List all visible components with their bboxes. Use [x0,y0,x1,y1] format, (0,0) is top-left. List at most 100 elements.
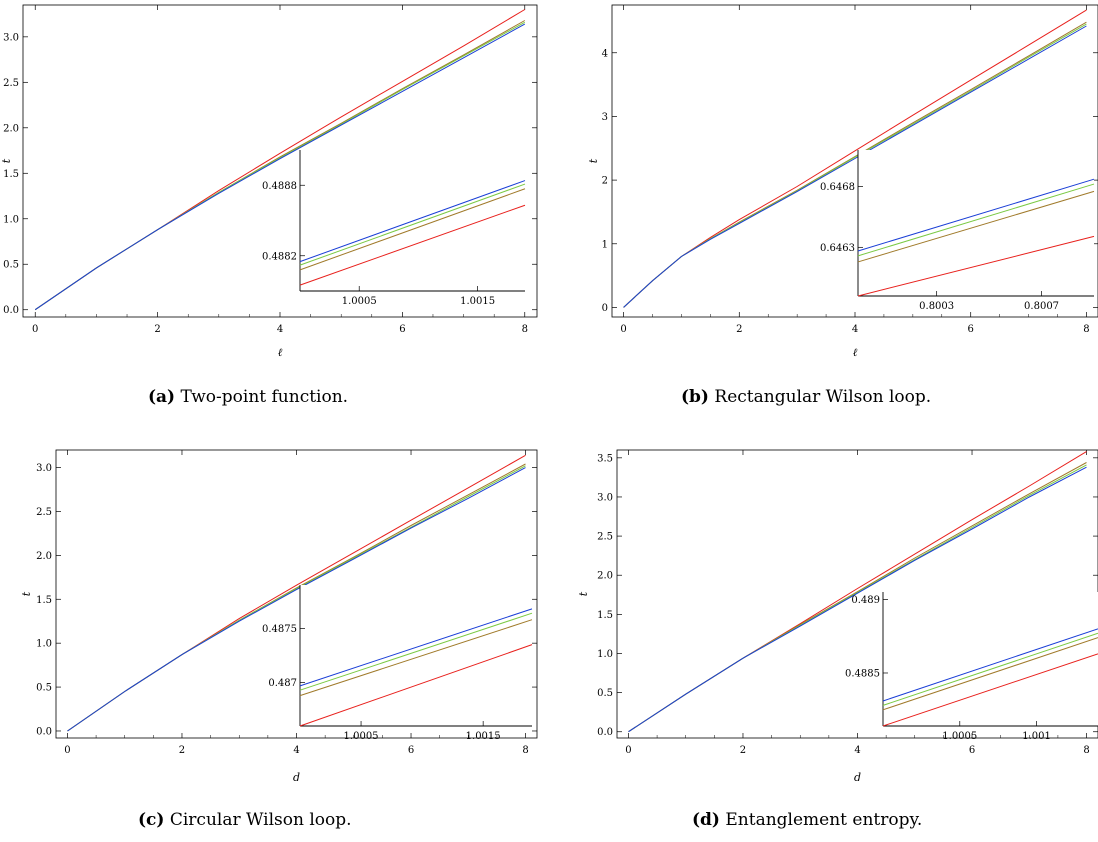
x-tick-label: 4 [854,745,860,756]
inset-series-line-2 [882,632,1098,706]
inset-series-line-2 [299,183,526,266]
chart-panel-1: 0 2 4 6 8 0 1 2 3 4 ℓ t 0.6463 0.6468 0.8003 0.8007 [587,4,1098,359]
x-tick-label: 6 [399,324,405,335]
caption-d-text: Entanglement entropy. [725,810,923,830]
inset-x-tick-label: 1.0005 [342,296,377,307]
inset-x-tick-label: 1.001 [1022,731,1051,742]
y-tick-label: 1.0 [36,639,52,650]
y-axis-label: t [20,591,33,596]
inset-x-tick-label: 1.0005 [344,731,379,742]
inset-x-tick-label: 1.0015 [460,296,495,307]
inset-plot: 0.4885 0.489 1.0005 1.001 [845,592,1098,742]
caption-b: (b) Rectangular Wilson loop. [681,387,931,407]
inset-plot: 0.6463 0.6468 0.8003 0.8007 [820,150,1095,312]
caption-a-tag: (a) [148,387,176,407]
y-tick-label: 2.0 [3,123,19,134]
caption-c-text: Circular Wilson loop. [169,810,352,830]
inset-series-line-0 [299,204,526,286]
series-line-3 [623,25,1087,308]
caption-b-text: Rectangular Wilson loop. [714,387,932,407]
y-tick-label: 2.5 [36,507,52,518]
inset-x-tick-label: 0.8003 [919,301,954,312]
series-line-3 [34,23,526,311]
y-tick-label: 0.5 [597,688,613,699]
caption-d-tag: (d) [692,810,720,830]
inset-y-tick-label: 0.487 [268,678,297,689]
y-tick-label: 1.5 [597,610,613,621]
inset-y-tick-label: 0.4885 [845,668,880,679]
chart-panel-3: 0 2 4 6 80.00.51.01.52.02.53.03.5dt0.48850.4… [577,449,1098,784]
x-tick-label: 0 [64,745,70,756]
y-axis-label: t [577,591,590,596]
y-tick-label: 1.5 [3,169,19,180]
y-tick-label: 2.5 [3,78,19,89]
y-axis-label: t [587,158,600,163]
y-tick-label: 3.0 [36,463,52,474]
inset-x-tick-label: 1.0005 [942,731,977,742]
y-tick-label: 2.5 [597,532,613,543]
inset-series-line-2 [299,612,533,691]
x-tick-label: 2 [740,745,746,756]
y-tick-label: 0 [602,303,608,314]
x-tick-label: 8 [1083,745,1089,756]
inset-background [858,150,1094,296]
x-axis-label: ℓ [853,346,858,359]
inset-background [300,150,525,291]
y-tick-label: 3.0 [3,32,19,43]
inset-x-tick-label: 1.0015 [466,731,501,742]
series-line-3 [628,466,1087,733]
y-tick-label: 3 [602,112,608,123]
y-tick-label: 2.0 [36,551,52,562]
y-tick-label: 0.0 [597,727,613,738]
inset-series-line-0 [882,653,1098,727]
x-tick-label: 4 [852,324,858,335]
inset-series-line-1 [299,619,533,697]
caption-a-text: Two-point function. [180,387,349,407]
inset-series-line-3 [299,608,533,687]
y-tick-label: 3.5 [597,453,613,464]
y-tick-label: 1.5 [36,595,52,606]
inset-series-line-2 [857,183,1095,257]
inset-series-line-3 [299,180,526,263]
inset-plot: 0.487 0.4875 1.0005 1.0015 [262,585,533,742]
x-tick-label: 8 [522,324,528,335]
inset-y-tick-label: 0.6463 [820,243,855,254]
y-tick-label: 0.5 [3,260,19,271]
caption-c: (c) Circular Wilson loop. [138,810,352,830]
x-tick-label: 0 [620,324,626,335]
inset-plot: 0.4882 0.4888 1.0005 1.0015 [262,150,526,307]
inset-background [300,585,532,726]
inset-background [883,592,1098,726]
chart-panel-2: 0 2 4 6 8 0.0 0.5 1.0 1.5 2.0 2.5 3.0 d t 0.487 0.4875 1… [20,449,538,784]
y-tick-label: 4 [602,48,608,59]
y-tick-label: 1.0 [3,214,19,225]
y-tick-label: 1.0 [597,649,613,660]
caption-b-tag: (b) [681,387,709,407]
inset-series-line-0 [857,235,1095,297]
inset-series-line-0 [299,644,533,727]
chart-panel-0: 0 2 4 6 8 0.0 0.5 1.0 1.5 2.0 2.5 3.0 ℓ t 0.4882 0.4888… [0,4,538,359]
y-tick-label: 2.0 [597,571,613,582]
y-tick-label: 0.0 [3,305,19,316]
inset-y-tick-label: 0.4875 [262,624,297,635]
x-tick-label: 2 [736,324,742,335]
caption-d: (d) Entanglement entropy. [692,810,922,830]
x-tick-label: 8 [1083,324,1089,335]
x-tick-label: 6 [969,745,975,756]
series-line-3 [67,467,526,732]
inset-series-line-1 [857,190,1095,263]
inset-y-tick-label: 0.489 [851,595,880,606]
inset-series-line-1 [299,188,526,271]
x-tick-label: 6 [968,324,974,335]
inset-x-tick-label: 0.8007 [1024,301,1059,312]
inset-y-tick-label: 0.4888 [262,181,297,192]
inset-series-line-3 [857,178,1095,252]
y-tick-label: 0.5 [36,683,52,694]
x-tick-label: 2 [179,745,185,756]
y-tick-label: 3.0 [597,492,613,503]
x-tick-label: 4 [293,745,299,756]
x-axis-label: ℓ [278,346,283,359]
x-tick-label: 6 [408,745,414,756]
